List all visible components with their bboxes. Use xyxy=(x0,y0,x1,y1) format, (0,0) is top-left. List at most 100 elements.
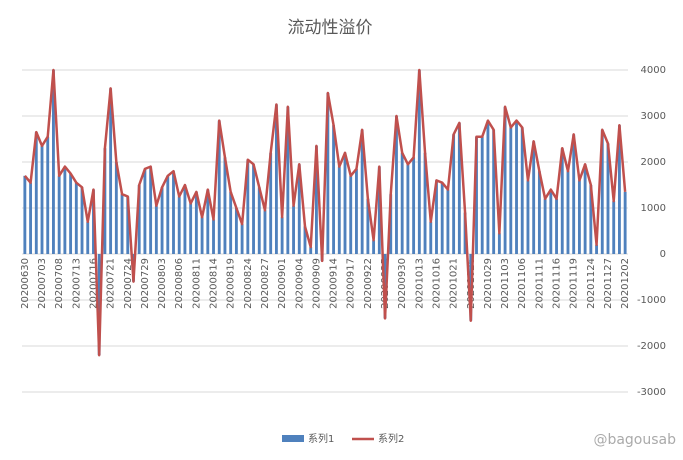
bar xyxy=(274,104,278,254)
bar xyxy=(366,198,370,254)
y-tick-label: 3000 xyxy=(641,111,666,122)
bar xyxy=(194,191,198,254)
y-tick-label: 1000 xyxy=(641,203,666,214)
bar xyxy=(172,171,175,254)
bar xyxy=(217,120,221,254)
bar xyxy=(292,205,295,254)
bar xyxy=(149,166,153,254)
bar xyxy=(520,127,524,254)
x-tick-label: 20201029 xyxy=(483,258,494,309)
bar xyxy=(537,171,541,254)
bar xyxy=(400,152,404,254)
bar xyxy=(349,175,353,254)
bar xyxy=(555,198,558,254)
bar xyxy=(486,120,490,254)
bar xyxy=(577,180,581,254)
x-tick-label: 20200904 xyxy=(294,258,305,309)
bar xyxy=(457,122,461,255)
bar xyxy=(252,164,255,254)
y-tick-label: 2000 xyxy=(641,157,666,168)
bar xyxy=(526,180,530,254)
bar xyxy=(389,194,393,254)
bar xyxy=(452,134,456,254)
bar xyxy=(423,152,427,254)
bar xyxy=(229,191,233,254)
bar xyxy=(40,145,44,254)
bar xyxy=(189,203,193,254)
bar xyxy=(223,157,227,254)
y-tick-label: -3000 xyxy=(637,387,666,398)
x-tick-label: 20200811 xyxy=(191,258,202,309)
bar xyxy=(497,233,501,254)
y-tick-label: 0 xyxy=(660,249,666,260)
bar xyxy=(269,152,273,254)
x-tick-label: 20200824 xyxy=(243,258,254,309)
bar xyxy=(240,224,244,254)
watermark: @bagousab xyxy=(593,432,676,448)
line xyxy=(23,68,627,357)
x-tick-label: 20201013 xyxy=(414,258,425,309)
x-tick-label: 20200724 xyxy=(123,258,134,309)
x-tick-label: 20201016 xyxy=(431,258,442,309)
bar xyxy=(143,168,147,254)
bar xyxy=(34,132,38,254)
bar xyxy=(446,189,450,254)
bar xyxy=(80,187,84,254)
bar xyxy=(297,164,301,254)
bar xyxy=(515,120,518,254)
bar xyxy=(549,189,553,254)
bar xyxy=(103,148,107,254)
x-tick-label: 20200803 xyxy=(157,258,168,309)
bar xyxy=(246,159,250,254)
bar xyxy=(160,187,164,254)
bar xyxy=(137,185,141,254)
x-tick-label: 20201021 xyxy=(449,258,460,309)
bar xyxy=(600,129,604,254)
bar xyxy=(234,208,238,254)
bar xyxy=(23,175,27,254)
bar xyxy=(200,217,204,254)
bar xyxy=(120,194,124,254)
bar xyxy=(177,196,181,254)
bar xyxy=(337,166,341,254)
bar xyxy=(74,182,78,254)
bar xyxy=(492,129,496,254)
bar xyxy=(377,166,381,254)
x-tick-label: 20200708 xyxy=(54,258,65,309)
x-tick-label: 20200703 xyxy=(37,258,48,309)
bar xyxy=(63,166,67,254)
bar xyxy=(257,187,261,254)
bar xyxy=(617,125,621,254)
x-tick-label: 20201111 xyxy=(534,258,545,309)
legend-swatch xyxy=(282,435,304,442)
bar xyxy=(46,136,50,254)
bar xyxy=(183,185,187,254)
bar xyxy=(52,70,55,254)
bar xyxy=(126,196,130,254)
bar xyxy=(212,219,215,254)
x-tick-label: 20200806 xyxy=(174,258,185,309)
bar xyxy=(372,240,376,254)
bar xyxy=(154,205,158,254)
y-tick-label: -1000 xyxy=(637,295,666,306)
bar xyxy=(583,164,587,254)
x-tick-label: 20200819 xyxy=(226,258,237,309)
bar xyxy=(57,175,61,254)
x-tick-label: 20201119 xyxy=(569,258,580,309)
bar xyxy=(595,244,598,254)
x-tick-label: 20201103 xyxy=(500,258,511,309)
bar xyxy=(109,88,113,255)
bar xyxy=(589,185,593,254)
bar xyxy=(97,254,101,356)
x-tick-label: 20200729 xyxy=(140,258,151,309)
bar xyxy=(560,148,564,254)
bar xyxy=(355,168,358,254)
bar xyxy=(480,136,484,254)
bar xyxy=(166,175,170,254)
x-tick-label: 20200930 xyxy=(397,258,408,309)
x-tick-label: 20201127 xyxy=(603,258,614,309)
bar xyxy=(343,152,347,254)
bar xyxy=(572,134,576,254)
y-tick-label: 4000 xyxy=(641,65,666,76)
x-tick-label: 20200713 xyxy=(71,258,82,309)
